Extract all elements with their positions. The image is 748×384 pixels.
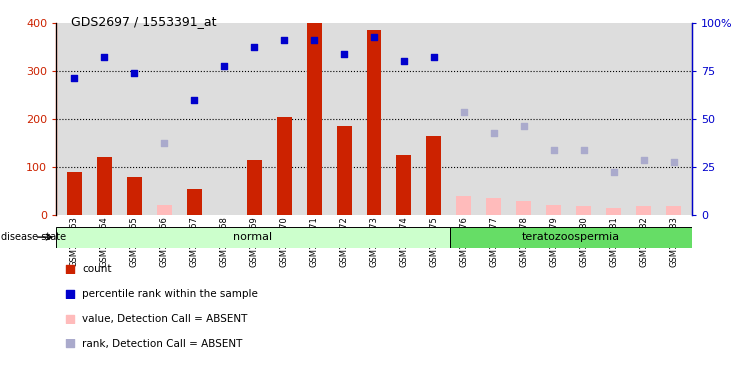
Text: percentile rank within the sample: percentile rank within the sample	[82, 289, 258, 299]
Point	[68, 75, 80, 81]
Bar	[666, 207, 681, 215]
Point	[368, 35, 380, 41]
Point	[248, 44, 260, 50]
Bar	[247, 160, 262, 215]
Point	[608, 169, 620, 175]
Bar	[456, 196, 471, 215]
Point	[518, 123, 530, 129]
Point	[126, 272, 138, 278]
Point	[126, 247, 138, 253]
Point	[218, 63, 230, 70]
Point	[398, 58, 410, 65]
Bar	[426, 136, 441, 215]
Bar	[547, 205, 562, 215]
Bar	[486, 198, 501, 215]
Bar	[396, 155, 411, 215]
Bar	[186, 189, 201, 215]
Bar	[67, 172, 82, 215]
Point	[158, 140, 170, 146]
Point	[428, 53, 440, 60]
Bar	[367, 30, 381, 215]
Bar	[56, 227, 450, 248]
Bar	[307, 23, 322, 215]
Point	[488, 131, 500, 137]
Bar	[516, 200, 531, 215]
Bar	[607, 208, 622, 215]
Point	[128, 70, 140, 76]
Point	[308, 37, 320, 43]
Text: teratozoospermia: teratozoospermia	[522, 232, 620, 242]
Text: rank, Detection Call = ABSENT: rank, Detection Call = ABSENT	[82, 339, 242, 349]
Point	[338, 51, 350, 57]
Point	[188, 97, 200, 103]
Text: disease state: disease state	[1, 232, 66, 242]
Bar	[637, 207, 652, 215]
Point	[126, 297, 138, 303]
Point	[548, 147, 560, 153]
Bar	[156, 205, 171, 215]
Point	[126, 222, 138, 228]
Point	[638, 157, 650, 163]
Bar	[577, 207, 592, 215]
Bar	[277, 117, 292, 215]
Bar	[126, 177, 141, 215]
Bar	[450, 227, 692, 248]
Text: GDS2697 / 1553391_at: GDS2697 / 1553391_at	[71, 15, 217, 28]
Point	[278, 37, 290, 43]
Bar	[96, 157, 111, 215]
Point	[578, 147, 590, 153]
Text: value, Detection Call = ABSENT: value, Detection Call = ABSENT	[82, 314, 248, 324]
Point	[668, 159, 680, 166]
Text: count: count	[82, 264, 111, 274]
Point	[98, 53, 110, 60]
Point	[458, 109, 470, 115]
Bar	[337, 126, 352, 215]
Text: normal: normal	[233, 232, 272, 242]
